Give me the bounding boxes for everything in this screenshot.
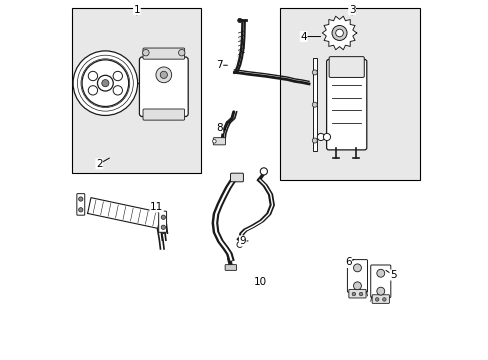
Circle shape — [178, 49, 184, 56]
FancyBboxPatch shape — [139, 57, 188, 117]
Text: 2: 2 — [96, 159, 102, 169]
Circle shape — [160, 71, 167, 78]
FancyBboxPatch shape — [348, 289, 366, 298]
Polygon shape — [87, 198, 161, 228]
Circle shape — [156, 67, 171, 83]
Circle shape — [359, 292, 362, 296]
Circle shape — [375, 298, 378, 301]
Circle shape — [317, 134, 324, 140]
Circle shape — [142, 49, 149, 56]
Text: 4: 4 — [300, 32, 306, 41]
Text: 5: 5 — [389, 270, 396, 280]
Circle shape — [79, 197, 83, 201]
Circle shape — [312, 70, 317, 75]
Circle shape — [212, 139, 216, 143]
Circle shape — [376, 287, 384, 295]
Circle shape — [376, 269, 384, 277]
Text: 10: 10 — [254, 277, 266, 287]
Text: 11: 11 — [150, 202, 163, 212]
Text: 8: 8 — [216, 123, 222, 133]
Text: 9: 9 — [239, 236, 245, 246]
Circle shape — [237, 18, 242, 23]
FancyBboxPatch shape — [142, 109, 184, 120]
Bar — [280, 8, 419, 180]
FancyBboxPatch shape — [142, 48, 184, 59]
FancyBboxPatch shape — [230, 173, 243, 182]
FancyBboxPatch shape — [371, 295, 388, 303]
Circle shape — [312, 138, 317, 143]
Text: 7: 7 — [216, 60, 222, 70]
FancyBboxPatch shape — [159, 211, 166, 232]
FancyBboxPatch shape — [326, 59, 366, 150]
Circle shape — [237, 242, 242, 247]
Bar — [312, 58, 316, 151]
Circle shape — [102, 80, 109, 87]
Circle shape — [161, 215, 165, 219]
Circle shape — [353, 282, 361, 290]
FancyBboxPatch shape — [77, 194, 84, 215]
FancyBboxPatch shape — [346, 260, 367, 292]
Circle shape — [335, 29, 343, 37]
FancyBboxPatch shape — [224, 265, 236, 270]
FancyBboxPatch shape — [370, 265, 390, 298]
Text: 6: 6 — [345, 257, 351, 267]
Circle shape — [260, 168, 267, 175]
Circle shape — [79, 208, 83, 212]
Text: 3: 3 — [348, 5, 355, 15]
Bar — [72, 8, 201, 173]
FancyBboxPatch shape — [213, 138, 225, 145]
Circle shape — [312, 102, 317, 107]
Circle shape — [323, 134, 330, 140]
Circle shape — [351, 292, 355, 296]
Text: 1: 1 — [133, 5, 140, 15]
Circle shape — [161, 225, 165, 229]
Circle shape — [382, 298, 386, 301]
Circle shape — [353, 264, 361, 272]
Circle shape — [331, 26, 346, 40]
Polygon shape — [322, 16, 356, 50]
Circle shape — [73, 51, 137, 116]
FancyBboxPatch shape — [328, 57, 364, 77]
